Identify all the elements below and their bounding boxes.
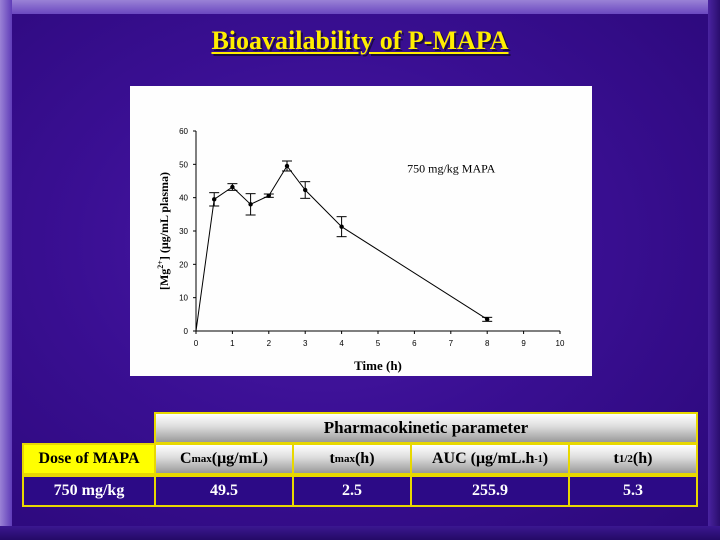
cmax-value: 49.5 bbox=[154, 475, 294, 507]
x-tick-label: 6 bbox=[412, 339, 417, 348]
y-label-part: ] ( bbox=[157, 249, 171, 260]
tmax-value: 2.5 bbox=[292, 475, 412, 507]
y-label-part: g/mL plasma) bbox=[157, 172, 171, 242]
x-tick-label: 0 bbox=[194, 339, 199, 348]
y-tick-label: 30 bbox=[179, 227, 188, 236]
data-point bbox=[303, 187, 308, 193]
tmax-main: t bbox=[329, 450, 335, 467]
y-tick-label: 60 bbox=[179, 127, 188, 136]
tmax-rest: (h) bbox=[354, 450, 375, 467]
x-tick-label: 9 bbox=[521, 339, 526, 348]
dose-header: Dose of MAPA bbox=[22, 443, 156, 475]
data-point bbox=[230, 184, 235, 190]
y-tick-label: 0 bbox=[184, 327, 189, 336]
data-point bbox=[212, 197, 217, 202]
thalf-value: 5.3 bbox=[568, 475, 698, 507]
data-point bbox=[284, 163, 290, 169]
thalf-main: t bbox=[613, 450, 619, 467]
auc-value: 255.9 bbox=[410, 475, 570, 507]
x-tick-label: 5 bbox=[376, 339, 381, 348]
y-tick-label: 10 bbox=[179, 294, 188, 303]
cmax-sub: max bbox=[191, 453, 212, 465]
auc-tail: ) bbox=[542, 450, 549, 467]
cmax-rest: (μg/mL) bbox=[211, 450, 268, 467]
x-tick-label: 7 bbox=[449, 339, 454, 348]
data-point bbox=[339, 224, 344, 229]
thalf-sub: 1/2 bbox=[618, 453, 633, 465]
data-point bbox=[485, 317, 490, 322]
x-tick-label: 4 bbox=[339, 339, 344, 348]
y-tick-label: 50 bbox=[179, 160, 188, 169]
x-tick-label: 8 bbox=[485, 339, 490, 348]
bevel-right bbox=[708, 0, 720, 540]
chart-annotation: 750 mg/kg MAPA bbox=[407, 162, 496, 176]
series-line bbox=[195, 165, 488, 332]
y-label-mu: μ bbox=[157, 242, 171, 249]
x-tick-label: 10 bbox=[556, 339, 565, 348]
slide-title: Bioavailability of P-MAPA bbox=[211, 26, 509, 55]
data-point bbox=[266, 193, 271, 198]
y-label-sup: 2+ bbox=[156, 260, 165, 269]
pk-chart: 0 1 2 3 4 5 6 7 8 9 10 0 10 20 30 40 50 60 Time (h) [Mg2+] … bbox=[156, 127, 565, 373]
bevel-bottom bbox=[0, 526, 720, 540]
x-axis-label: Time (h) bbox=[354, 358, 402, 373]
pk-table: Pharmacokinetic parameter Dose of MAPA C… bbox=[22, 412, 698, 512]
y-axis-label: [Mg2+] (μg/mL plasma) bbox=[156, 172, 171, 290]
col-header-auc: AUC (μg/mL.h -1) bbox=[410, 443, 570, 475]
x-tick-label: 1 bbox=[230, 339, 235, 348]
y-tick-label: 20 bbox=[179, 260, 188, 269]
tmax-sub: max bbox=[334, 453, 355, 465]
x-tick-label: 3 bbox=[303, 339, 308, 348]
y-label-part: [Mg bbox=[157, 269, 171, 290]
cmax-main: C bbox=[180, 450, 192, 467]
dose-value: 750 mg/kg bbox=[22, 475, 156, 507]
table-group-header: Pharmacokinetic parameter bbox=[154, 412, 698, 444]
col-header-tmax: t max (h) bbox=[292, 443, 412, 475]
thalf-rest: (h) bbox=[632, 450, 653, 467]
bevel-left bbox=[0, 0, 12, 540]
data-point bbox=[248, 202, 253, 207]
col-header-thalf: t 1/2 (h) bbox=[568, 443, 698, 475]
x-tick-label: 2 bbox=[267, 339, 272, 348]
auc-main: AUC (μg/mL.h bbox=[431, 450, 535, 467]
auc-sup: -1 bbox=[534, 453, 543, 465]
y-tick-label: 40 bbox=[179, 194, 188, 203]
bevel-top bbox=[0, 0, 720, 14]
chart-panel: 0 1 2 3 4 5 6 7 8 9 10 0 10 20 30 40 50 60 Time (h) [Mg2+] … bbox=[130, 86, 592, 376]
